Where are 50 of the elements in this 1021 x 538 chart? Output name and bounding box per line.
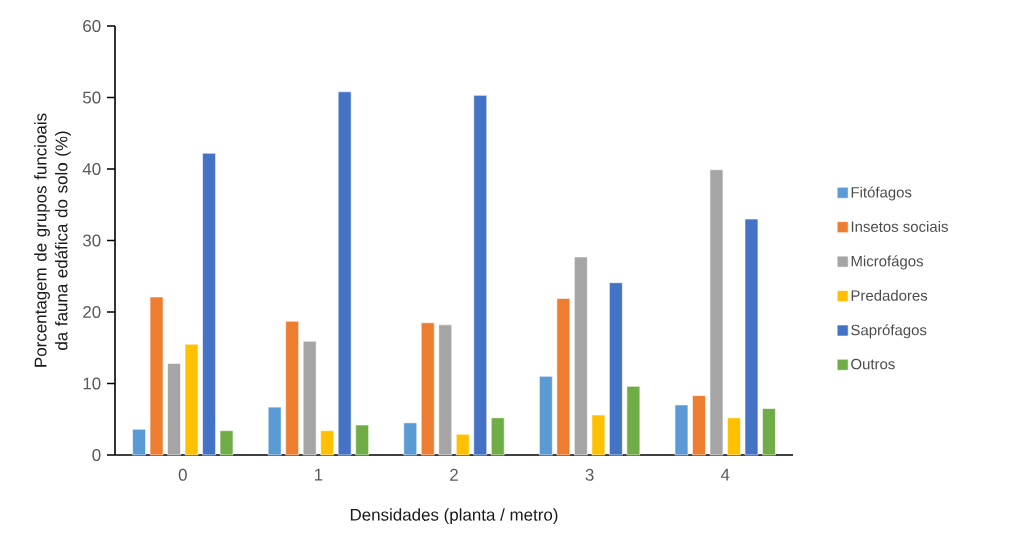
y-tick-label: 50 [83,91,101,104]
y-axis-title: Porcentagem de grupos funcioais da fauna edáfica do solo (%) [34,113,71,367]
x-axis-title: Densidades (planta / metro) [350,508,558,525]
legend-label: Saprófagos [851,324,927,339]
bar [556,298,571,456]
y-tick-label: 20 [83,305,101,318]
bar [473,95,488,456]
bar [709,169,724,456]
bar [609,282,623,456]
bar [591,414,606,456]
legend-label: Fitófagos [851,186,912,201]
legend-label: Predadores [851,289,928,301]
bar [674,404,689,456]
y-tick-label: 10 [83,377,101,390]
bar [455,433,470,456]
bar [574,256,588,456]
y-tick-label: 40 [82,162,101,175]
bar [490,417,505,456]
bar [355,424,369,456]
y-tick-label: 0 [92,448,101,461]
bar [149,296,164,456]
bar [320,430,334,456]
bar [539,376,553,456]
bar [420,322,435,456]
bar [219,430,234,456]
bar [626,386,641,456]
x-tick-label: 2 [450,468,458,481]
y-tick-label: 30 [82,234,101,247]
legend-label: Microfágos [851,255,923,270]
bar [285,320,299,456]
bar [692,395,706,456]
bar [727,417,741,456]
bar [184,343,199,456]
bar [438,324,453,456]
bar [167,363,181,456]
bar [403,422,418,456]
bar [337,91,352,456]
x-tick-label: 3 [585,468,594,481]
x-tick-label: 1 [315,468,323,481]
bar [744,218,759,456]
legend-label: Outros [851,358,895,370]
bar [267,406,282,456]
bar [202,152,216,456]
x-tick-label: 0 [178,468,187,481]
legend-label: Insetos sociais [851,220,948,232]
x-tick-label: 4 [720,468,730,481]
bar [302,341,317,456]
bar [132,428,146,456]
y-tick-label: 60 [83,20,101,32]
bar [762,408,776,456]
